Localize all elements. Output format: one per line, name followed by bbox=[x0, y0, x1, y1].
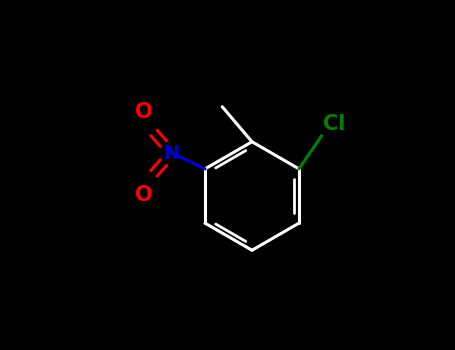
Text: O: O bbox=[135, 185, 152, 205]
Text: Cl: Cl bbox=[324, 114, 346, 134]
Text: N: N bbox=[164, 144, 180, 163]
Text: O: O bbox=[135, 102, 152, 122]
